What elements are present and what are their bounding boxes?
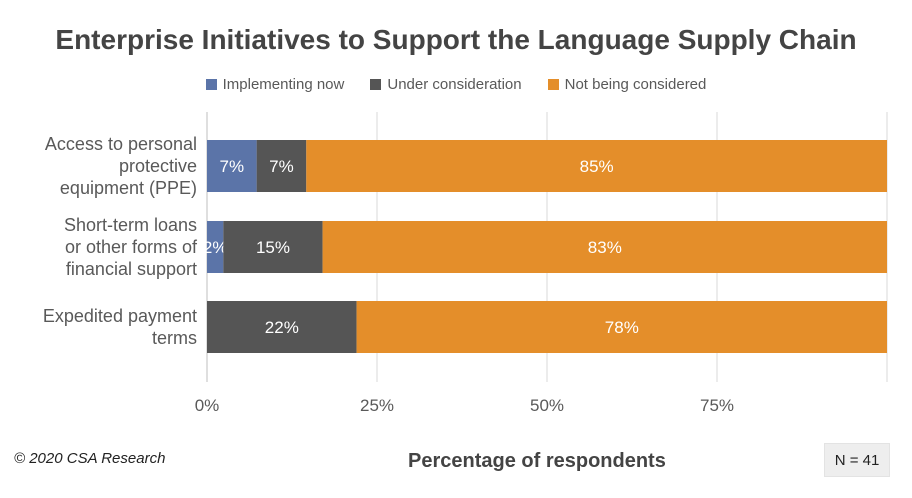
x-tick-label-25: 25% (360, 396, 394, 415)
data-label-not-being-considered-2: 83% (588, 238, 622, 257)
data-label-under-consideration-2: 15% (256, 238, 290, 257)
x-tick-label-0: 0% (195, 396, 220, 415)
legend: Implementing now Under consideration Not… (0, 76, 912, 93)
chart-title: Enterprise Initiatives to Support the La… (55, 24, 857, 55)
data-label-not-being-considered-3: 78% (605, 318, 639, 337)
bar-under-consideration-2 (223, 221, 323, 273)
category-label-2-line-1: Short-term loans (64, 215, 197, 235)
category-label-1-line-1: Access to personal (45, 134, 197, 154)
bar-under-consideration-1 (256, 140, 307, 192)
category-label-3-line-2: terms (152, 328, 197, 348)
data-label-under-consideration-1: 7% (269, 157, 294, 176)
legend-swatch-not-being-considered (547, 79, 559, 90)
x-tick-label-75: 75% (700, 396, 734, 415)
legend-label-implementing-now: Implementing now (222, 76, 345, 93)
legend-label-under-consideration: Under consideration (387, 76, 522, 93)
legend-item-implementing-now: Implementing now (205, 76, 345, 93)
category-label-3-line-1: Expedited payment (43, 306, 197, 326)
bar-implementing-now-1 (207, 140, 257, 192)
sample-size-badge: N = 41 (824, 443, 890, 477)
data-label-under-consideration-3: 22% (265, 318, 299, 337)
bar-not-being-considered-3 (356, 301, 888, 353)
bar-under-consideration-3 (207, 301, 357, 353)
x-tick-label-50: 50% (530, 396, 564, 415)
category-label-1-line-3: equipment (PPE) (60, 178, 197, 198)
x-axis-label: Percentage of respondents (408, 450, 666, 472)
copyright-text: © 2020 CSA Research (14, 450, 166, 467)
legend-swatch-implementing-now (205, 79, 217, 90)
legend-item-not-being-considered: Not being considered (547, 76, 707, 93)
legend-item-under-consideration: Under consideration (370, 76, 522, 93)
bar-not-being-considered-2 (322, 221, 888, 273)
data-label-implementing-now-1: 7% (220, 157, 245, 176)
bar-implementing-now-2 (207, 221, 224, 273)
category-label-2-line-3: financial support (66, 259, 197, 279)
legend-label-not-being-considered: Not being considered (564, 76, 707, 93)
legend-swatch-under-consideration (370, 79, 382, 90)
category-label-1-line-2: protective (119, 156, 197, 176)
data-label-not-being-considered-1: 85% (580, 157, 614, 176)
category-label-2-line-2: or other forms of (65, 237, 198, 257)
bar-not-being-considered-1 (306, 140, 887, 192)
data-label-implementing-now-2: 2% (203, 238, 228, 257)
